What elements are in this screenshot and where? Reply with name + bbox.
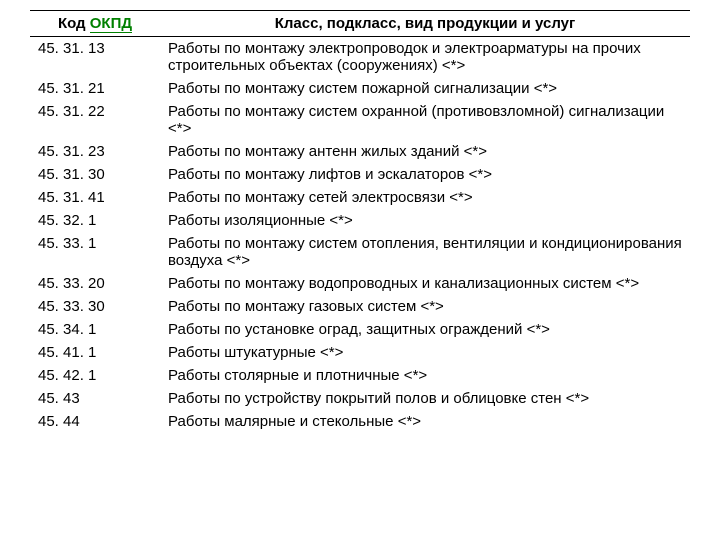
description-cell: Работы по монтажу газовых систем <*> <box>160 295 690 318</box>
code-cell: 45. 31. 41 <box>30 186 160 209</box>
description-cell: Работы по монтажу систем охранной (проти… <box>160 100 690 140</box>
description-cell: Работы по монтажу водопроводных и канали… <box>160 272 690 295</box>
description-cell: Работы по устройству покрытий полов и об… <box>160 387 690 410</box>
code-cell: 45. 41. 1 <box>30 341 160 364</box>
code-cell: 45. 32. 1 <box>30 209 160 232</box>
description-cell: Работы штукатурные <*> <box>160 341 690 364</box>
table-row: 45. 33. 30Работы по монтажу газовых сист… <box>30 295 690 318</box>
code-cell: 45. 33. 20 <box>30 272 160 295</box>
code-cell: 45. 31. 22 <box>30 100 160 140</box>
description-cell: Работы изоляционные <*> <box>160 209 690 232</box>
description-cell: Работы по установке оград, защитных огра… <box>160 318 690 341</box>
table-row: 45. 31. 30Работы по монтажу лифтов и эск… <box>30 163 690 186</box>
table-row: 45. 34. 1Работы по установке оград, защи… <box>30 318 690 341</box>
table-row: 45. 31. 22Работы по монтажу систем охран… <box>30 100 690 140</box>
code-cell: 45. 31. 13 <box>30 37 160 78</box>
code-cell: 45. 31. 21 <box>30 77 160 100</box>
code-cell: 45. 31. 23 <box>30 140 160 163</box>
table-row: 45. 43Работы по устройству покрытий поло… <box>30 387 690 410</box>
okpd-table: Код ОКПД Класс, подкласс, вид продукции … <box>30 10 690 433</box>
header-description-cell: Класс, подкласс, вид продукции и услуг <box>160 11 690 37</box>
table-row: 45. 33. 1Работы по монтажу систем отопле… <box>30 232 690 272</box>
header-row: Код ОКПД Класс, подкласс, вид продукции … <box>30 11 690 37</box>
code-cell: 45. 43 <box>30 387 160 410</box>
header-code-cell: Код ОКПД <box>30 11 160 37</box>
table-row: 45. 42. 1Работы столярные и плотничные <… <box>30 364 690 387</box>
table-row: 45. 32. 1Работы изоляционные <*> <box>30 209 690 232</box>
code-cell: 45. 33. 1 <box>30 232 160 272</box>
table-row: 45. 31. 41Работы по монтажу сетей электр… <box>30 186 690 209</box>
table-body: 45. 31. 13Работы по монтажу электропрово… <box>30 37 690 434</box>
okpd-link[interactable]: ОКПД <box>90 15 132 33</box>
table-row: 45. 44Работы малярные и стекольные <*> <box>30 410 690 433</box>
description-cell: Работы столярные и плотничные <*> <box>160 364 690 387</box>
table-row: 45. 33. 20Работы по монтажу водопроводны… <box>30 272 690 295</box>
code-cell: 45. 31. 30 <box>30 163 160 186</box>
code-cell: 45. 44 <box>30 410 160 433</box>
description-cell: Работы по монтажу антенн жилых зданий <*… <box>160 140 690 163</box>
header-code-prefix: Код <box>58 15 90 32</box>
description-cell: Работы по монтажу систем пожарной сигнал… <box>160 77 690 100</box>
description-cell: Работы по монтажу систем отопления, вент… <box>160 232 690 272</box>
description-cell: Работы малярные и стекольные <*> <box>160 410 690 433</box>
description-cell: Работы по монтажу сетей электросвязи <*> <box>160 186 690 209</box>
code-cell: 45. 42. 1 <box>30 364 160 387</box>
table-row: 45. 31. 21Работы по монтажу систем пожар… <box>30 77 690 100</box>
table-row: 45. 31. 23Работы по монтажу антенн жилых… <box>30 140 690 163</box>
code-cell: 45. 34. 1 <box>30 318 160 341</box>
table-row: 45. 41. 1Работы штукатурные <*> <box>30 341 690 364</box>
description-cell: Работы по монтажу электропроводок и элек… <box>160 37 690 78</box>
table-row: 45. 31. 13Работы по монтажу электропрово… <box>30 37 690 78</box>
description-cell: Работы по монтажу лифтов и эскалаторов <… <box>160 163 690 186</box>
code-cell: 45. 33. 30 <box>30 295 160 318</box>
